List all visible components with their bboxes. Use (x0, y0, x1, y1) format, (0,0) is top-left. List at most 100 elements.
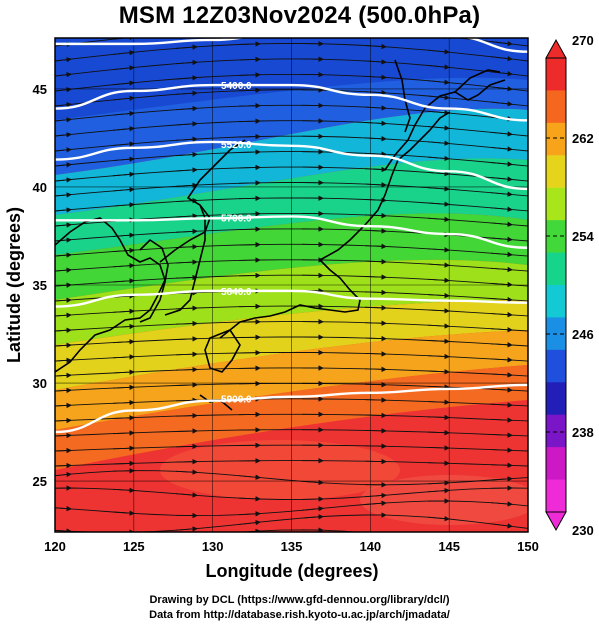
colorbar-segment (546, 479, 566, 513)
coastlines (55, 59, 506, 411)
wind-arrow (112, 110, 135, 117)
colorbar-segment (546, 414, 566, 448)
wind-arrow (55, 267, 72, 273)
colorbar-segment (546, 122, 566, 156)
wind-arrow (238, 180, 261, 186)
wind-arrow (490, 327, 513, 333)
wind-arrow (490, 296, 513, 303)
wind-arrow (490, 161, 513, 167)
wind-arrow (112, 510, 135, 516)
wind-arrow (427, 323, 450, 329)
wind-arrow (112, 49, 135, 56)
wind-arrow (175, 526, 198, 532)
wind-arrow (238, 56, 261, 63)
colorbar-tick-label: 254 (572, 229, 594, 244)
wind-arrow (175, 305, 198, 311)
wind-arrow (55, 432, 72, 439)
wind-arrow (364, 228, 387, 234)
colorbar-segment (546, 285, 566, 318)
wind-arrow (112, 126, 135, 132)
wind-arrow (364, 136, 387, 142)
wind-arrow (55, 312, 72, 318)
wind-arrow (175, 44, 198, 50)
wind-arrow (55, 505, 72, 512)
wind-arrow (175, 351, 198, 357)
wind-arrow (175, 259, 198, 265)
contour-label: 5400.0 (221, 81, 252, 92)
wind-arrow (427, 308, 450, 314)
wind-arrow (364, 212, 387, 219)
wind-arrow (364, 43, 387, 50)
wind-arrow (427, 247, 450, 253)
wind-arrow (175, 397, 198, 404)
wind-arrow (239, 28, 260, 29)
wind-arrow (427, 338, 450, 344)
y-tick-label: 35 (33, 278, 47, 293)
wind-arrow (55, 402, 72, 409)
wind-arrow (55, 528, 72, 532)
wind-arrow (112, 445, 135, 451)
wind-arrow (427, 445, 450, 451)
x-tick-label: 145 (438, 539, 460, 554)
wind-arrow (55, 207, 72, 213)
wind-arrow (364, 320, 387, 326)
wind-arrow (490, 501, 513, 507)
colorbar-tick-label: 246 (572, 327, 594, 342)
wind-arrow (112, 95, 135, 102)
wind-arrow (364, 151, 387, 157)
credit-data-source: Data from http://database.rish.kyoto-u.a… (149, 609, 450, 621)
plot-frame (54, 37, 529, 533)
wind-arrow (112, 487, 135, 493)
wind-arrow (427, 262, 450, 268)
wind-arrow (364, 381, 387, 388)
gridlines (55, 38, 528, 532)
wind-arrow (381, 531, 387, 532)
wind-arrow (490, 417, 513, 423)
wind-arrow (55, 56, 72, 63)
x-tick-label: 120 (44, 539, 66, 554)
wind-arrow (427, 186, 450, 192)
wind-arrow (490, 146, 513, 152)
wind-arrow (427, 277, 450, 284)
wind-arrow (175, 320, 198, 327)
x-tick-label: 135 (281, 539, 303, 554)
wind-arrow (301, 506, 324, 512)
wind-arrow (427, 487, 450, 494)
wind-arrow (364, 366, 387, 373)
colorbar-segment (546, 90, 566, 124)
wind-arrow (112, 141, 135, 147)
wind-arrow (112, 339, 135, 345)
wind-arrow (490, 40, 513, 47)
wind-arrow (364, 166, 387, 173)
wind-arrow (364, 259, 387, 265)
wind-arrow (364, 305, 387, 311)
wind-arrow (176, 537, 197, 539)
y-tick-label: 40 (33, 180, 47, 195)
wind-arrow (490, 342, 513, 348)
wind-arrow (176, 31, 197, 33)
colorbar: 270 262 254 246 238 230 (545, 33, 594, 538)
colorbar-tick-label: 238 (572, 425, 594, 440)
streamline (55, 38, 528, 47)
wind-arrow (175, 443, 198, 450)
wind-arrow (427, 79, 450, 85)
wind-arrow (175, 105, 198, 112)
wind-arrow (490, 447, 513, 453)
wind-arrow (112, 65, 135, 71)
contour-line (55, 215, 528, 249)
wind-arrow (112, 202, 135, 208)
wind-arrow (175, 469, 198, 475)
wind-arrow (55, 87, 72, 93)
y-tick-label: 25 (33, 474, 47, 489)
wind-arrow (490, 311, 513, 318)
wind-arrow (427, 353, 450, 360)
wind-arrow (175, 382, 198, 388)
wind-arrow (238, 164, 261, 171)
wind-arrow (427, 110, 450, 116)
colorbar-tick-label: 230 (572, 523, 594, 538)
wind-arrow (238, 41, 261, 47)
wind-arrow (112, 415, 135, 421)
wind-arrow (427, 216, 450, 223)
wind-arrow (55, 447, 72, 454)
contour-line (55, 289, 528, 308)
